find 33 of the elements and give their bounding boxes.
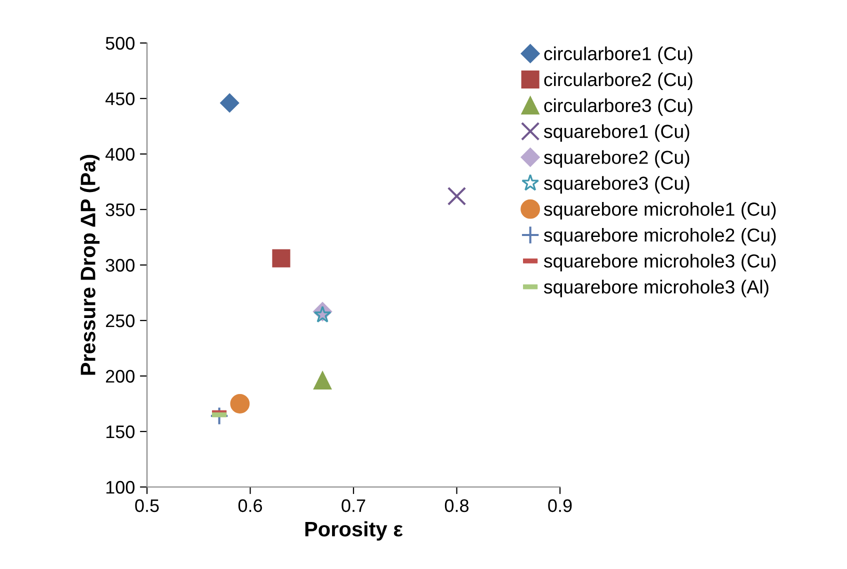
point — [220, 93, 240, 112]
legend-label: circularbore1 (Cu) — [544, 46, 692, 64]
point — [447, 186, 466, 206]
x-axis-title: Porosity ε — [305, 521, 403, 541]
y-tick-label: 200 — [106, 370, 134, 383]
x-tick-label: 0.6 — [238, 499, 262, 512]
legend-label: squarebore microhole2 (Cu) — [544, 228, 776, 246]
point — [210, 406, 229, 426]
y-tick-label: 500 — [106, 36, 134, 50]
y-tick-label: 150 — [106, 425, 134, 438]
y-axis-title: Pressure Drop ΔP (Pa) — [80, 154, 100, 375]
point — [313, 371, 332, 390]
y-tick-label: 300 — [106, 258, 134, 272]
y-tick-label: 450 — [105, 92, 134, 106]
x-tick-label: 0.5 — [135, 499, 159, 512]
point — [230, 394, 250, 414]
point — [272, 249, 290, 268]
y-tick-label: 250 — [106, 314, 134, 328]
legend-label: squarebore2 (Cu) — [544, 150, 690, 168]
point — [314, 306, 332, 323]
legend-label: circularbore3 (Cu) — [544, 98, 692, 116]
x-tick-label: 0.7 — [342, 499, 366, 512]
legend-label: squarebore microhole1 (Cu) — [544, 202, 776, 220]
x-tick-label: 0.8 — [444, 499, 469, 512]
legend-label: circularbore2 (Cu) — [544, 72, 692, 90]
legend-label: squarebore3 (Cu) — [544, 176, 690, 194]
y-tick-label: 100 — [106, 480, 134, 494]
y-tick-label: 400 — [105, 148, 134, 161]
legend-label: squarebore microhole3 (Al) — [544, 280, 768, 298]
legend-label: squarebore1 (Cu) — [544, 124, 690, 142]
legend-label: squarebore microhole3 (Cu) — [544, 254, 776, 272]
y-tick-label: 350 — [106, 203, 134, 216]
x-tick-label: 0.9 — [548, 499, 572, 512]
